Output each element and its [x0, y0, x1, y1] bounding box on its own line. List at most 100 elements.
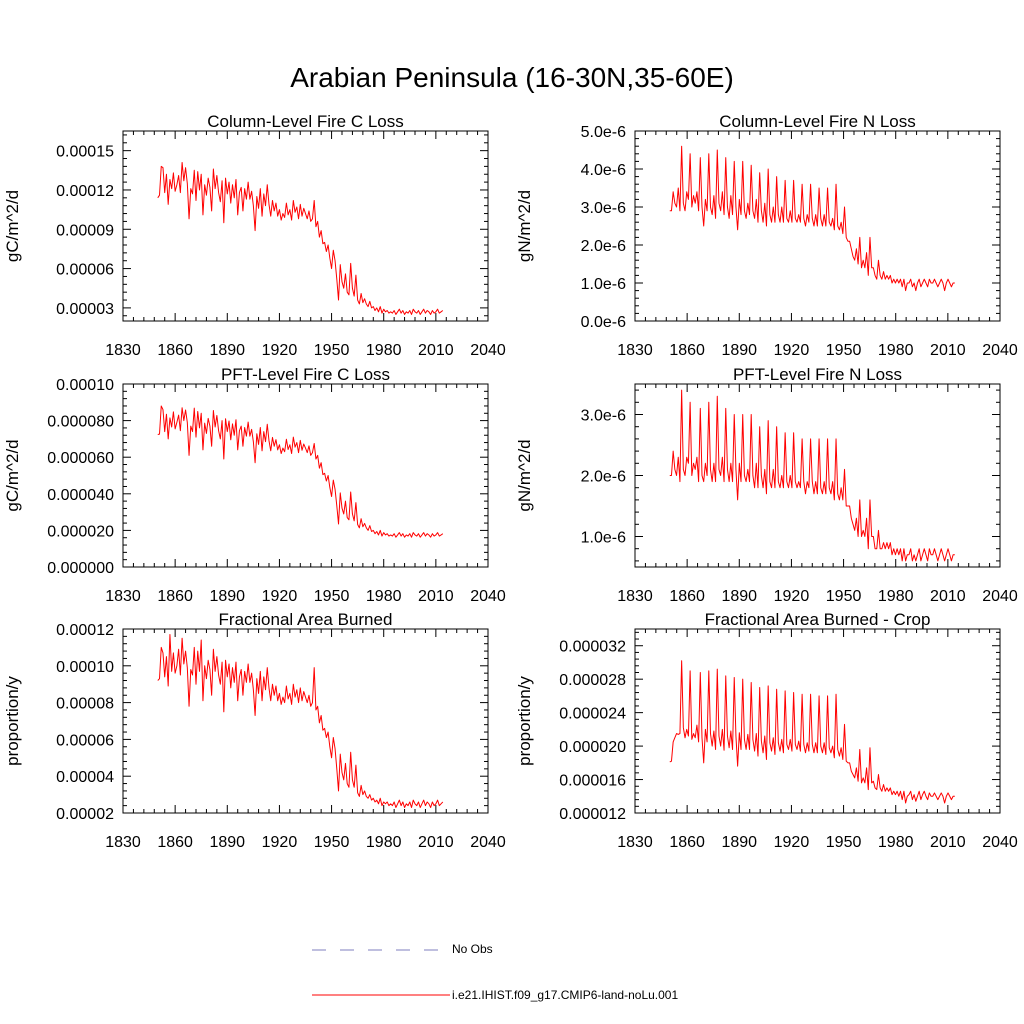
panel-3: PFT-Level Fire C Loss gC/m^2/d 1830 1860 189…: [3, 365, 506, 605]
legend-item-model-run: i.e21.IHIST.f09_g17.CMIP6-land-noLu.001: [300, 986, 800, 1006]
x-tick-label: 1980: [878, 834, 914, 851]
x-tick-label: 1920: [774, 342, 810, 359]
x-tick-label: 1920: [262, 342, 298, 359]
x-tick-label: 1830: [105, 342, 141, 359]
x-tick-label: 1950: [826, 834, 862, 851]
x-tick-label: 2010: [930, 342, 966, 359]
x-tick-label: 1860: [157, 342, 193, 359]
y-tick-label: 0.000080: [47, 414, 114, 431]
y-tick-label: 0.000024: [559, 706, 626, 723]
x-tick-label: 1890: [209, 834, 245, 851]
x-tick-label: 2010: [930, 834, 966, 851]
series-line: [157, 161, 444, 315]
series-line: [157, 634, 444, 808]
y-tick-label: 0.00010: [56, 659, 114, 676]
panel-title: Column-Level Fire C Loss: [207, 112, 404, 131]
x-tick-label: 1950: [826, 342, 862, 359]
y-tick-label: 0.000020: [47, 523, 114, 540]
panel-1: Column-Level Fire C Loss gC/m^2/d 1830 1860…: [3, 112, 506, 359]
x-tick-label: 1980: [366, 342, 402, 359]
y-tick-label: 0.0e-6: [581, 314, 626, 331]
y-tick-label: 4.0e-6: [581, 162, 626, 179]
panel-title: PFT-Level Fire C Loss: [221, 365, 390, 384]
y-tick-label: 2.0e-6: [581, 469, 626, 486]
y-tick-label: 2.0e-6: [581, 238, 626, 255]
plot-frame: [634, 130, 1001, 322]
x-tick-label: 2010: [930, 588, 966, 605]
y-axis-label: gN/m^2/d: [515, 190, 534, 262]
figure-title: Arabian Peninsula (16-30N,35-60E): [290, 62, 734, 93]
x-tick-label: 1980: [878, 588, 914, 605]
y-tick-label: 0.000000: [47, 560, 114, 577]
y-tick-label: 0.000012: [559, 806, 626, 823]
x-tick-label: 1860: [669, 342, 705, 359]
x-tick-label: 1950: [314, 588, 350, 605]
x-tick-label: 1830: [617, 834, 653, 851]
y-tick-label: 0.00010: [56, 377, 114, 394]
x-tick-label: 2010: [418, 834, 454, 851]
y-axis-label: proportion/y: [515, 676, 534, 766]
y-tick-label: 0.00002: [56, 806, 114, 823]
y-tick-label: 1.0e-6: [581, 276, 626, 293]
x-tick-label: 2010: [418, 342, 454, 359]
y-tick-label: 0.00003: [56, 301, 114, 318]
y-tick-label: 0.00012: [56, 183, 114, 200]
plot-frame: [122, 628, 489, 814]
x-tick-label: 1980: [878, 342, 914, 359]
panel-6: Fractional Area Burned - Crop proportion/…: [515, 610, 1018, 851]
y-tick-label: 0.000020: [559, 739, 626, 756]
x-tick-label: 1980: [366, 588, 402, 605]
x-tick-label: 1890: [721, 588, 757, 605]
y-tick-label: 3.0e-6: [581, 200, 626, 217]
x-tick-label: 1890: [209, 588, 245, 605]
legend-dashed-line-icon: [312, 949, 448, 951]
y-axis-label: proportion/y: [3, 676, 22, 766]
x-tick-label: 1920: [262, 834, 298, 851]
x-tick-label: 2040: [982, 342, 1018, 359]
x-tick-label: 1860: [669, 588, 705, 605]
plot-frame: [122, 130, 489, 322]
x-tick-label: 2010: [418, 588, 454, 605]
legend-label-no-obs: No Obs: [452, 942, 493, 956]
y-tick-label: 1.0e-6: [581, 530, 626, 547]
x-tick-label: 1860: [157, 588, 193, 605]
x-tick-label: 1920: [262, 588, 298, 605]
y-tick-label: 0.00009: [56, 222, 114, 239]
x-tick-label: 1860: [157, 834, 193, 851]
y-tick-label: 0.00006: [56, 262, 114, 279]
x-tick-label: 1830: [105, 588, 141, 605]
panel-title: PFT-Level Fire N Loss: [733, 365, 902, 384]
legend-solid-line-icon: [312, 994, 450, 996]
x-tick-label: 1980: [366, 834, 402, 851]
y-tick-label: 5.0e-6: [581, 124, 626, 141]
x-tick-label: 1950: [314, 834, 350, 851]
panel-title: Column-Level Fire N Loss: [719, 112, 916, 131]
y-tick-label: 0.000028: [559, 672, 626, 689]
y-tick-label: 0.00004: [56, 769, 114, 786]
plot-frame: [122, 383, 489, 568]
x-tick-label: 2040: [470, 342, 506, 359]
panel-title: Fractional Area Burned: [219, 610, 393, 629]
x-tick-label: 1890: [721, 834, 757, 851]
panel-4: PFT-Level Fire N Loss gN/m^2/d 1830 1860 189…: [515, 365, 1018, 605]
x-tick-label: 1890: [721, 342, 757, 359]
y-tick-label: 0.000032: [559, 639, 626, 656]
legend-label-model-run: i.e21.IHIST.f09_g17.CMIP6-land-noLu.001: [452, 988, 679, 1002]
y-tick-label: 0.00008: [56, 696, 114, 713]
y-tick-label: 0.00012: [56, 622, 114, 639]
panel-5: Fractional Area Burned proportion/y 1830 18…: [3, 610, 506, 851]
y-axis-label: gC/m^2/d: [3, 439, 22, 511]
legend-item-no-obs: No Obs: [300, 940, 800, 960]
x-tick-label: 2040: [982, 588, 1018, 605]
x-tick-label: 2040: [470, 588, 506, 605]
charts-canvas: Column-Level Fire C Loss gC/m^2/d 1830 1860…: [3, 112, 1018, 851]
y-tick-label: 0.00006: [56, 732, 114, 749]
x-tick-label: 1830: [617, 342, 653, 359]
series-line: [669, 660, 955, 804]
y-axis-label: gN/m^2/d: [515, 439, 534, 511]
x-tick-label: 1920: [774, 834, 810, 851]
y-tick-label: 3.0e-6: [581, 408, 626, 425]
x-tick-label: 1890: [209, 342, 245, 359]
x-tick-label: 1920: [774, 588, 810, 605]
x-tick-label: 1950: [826, 588, 862, 605]
